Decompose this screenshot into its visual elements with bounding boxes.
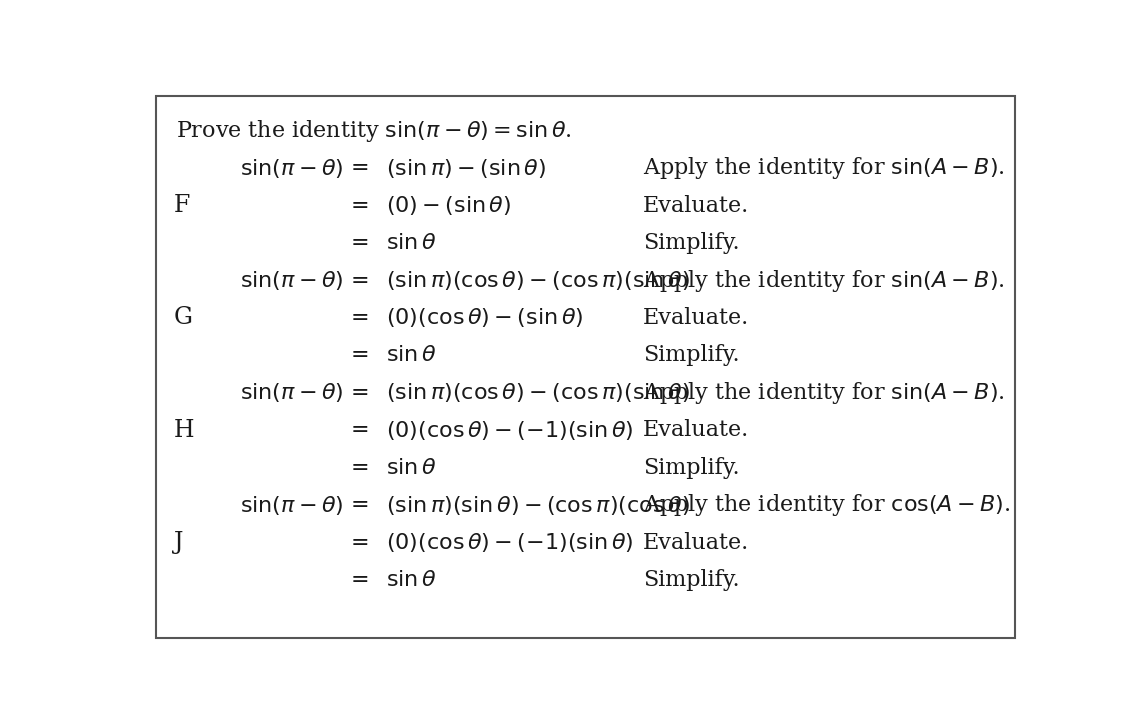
Text: $\sin \theta$: $\sin \theta$ [386,344,436,367]
Text: $\sin \theta$: $\sin \theta$ [386,457,436,479]
Text: $(\sin \pi)(\cos \theta) - (\cos \pi)(\sin \theta)$: $(\sin \pi)(\cos \theta) - (\cos \pi)(\s… [386,381,690,404]
Text: $(0)(\cos \theta) - (\sin \theta)$: $(0)(\cos \theta) - (\sin \theta)$ [386,306,584,330]
Text: Evaluate.: Evaluate. [643,420,749,441]
Text: J: J [174,531,183,554]
Text: Simplify.: Simplify. [643,457,739,479]
Text: H: H [174,419,194,442]
Text: =: = [351,420,369,441]
Text: $(0)(\cos \theta) - (-1)(\sin \theta)$: $(0)(\cos \theta) - (-1)(\sin \theta)$ [386,419,634,442]
Text: Evaluate.: Evaluate. [643,531,749,554]
Text: $\sin(\pi - \theta)$: $\sin(\pi - \theta)$ [240,269,344,292]
Text: $\sin(\pi - \theta)$: $\sin(\pi - \theta)$ [240,157,344,179]
Text: G: G [174,306,193,330]
Text: $\sin(\pi - \theta)$: $\sin(\pi - \theta)$ [240,381,344,404]
Text: Evaluate.: Evaluate. [643,307,749,329]
Text: $\sin \theta$: $\sin \theta$ [386,232,436,254]
Text: $\sin \theta$: $\sin \theta$ [386,569,436,591]
Text: =: = [351,457,369,479]
Text: F: F [174,194,190,217]
Text: Apply the identity for $\sin(A - B)$.: Apply the identity for $\sin(A - B)$. [643,268,1005,293]
Text: $(\sin \pi)(\sin \theta) - (\cos \pi)(\cos \theta)$: $(\sin \pi)(\sin \theta) - (\cos \pi)(\c… [386,494,690,517]
Text: =: = [351,344,369,367]
FancyBboxPatch shape [156,96,1014,637]
Text: =: = [351,232,369,254]
Text: $(\sin \pi)(\cos \theta) - (\cos \pi)(\sin \theta)$: $(\sin \pi)(\cos \theta) - (\cos \pi)(\s… [386,269,690,292]
Text: =: = [351,307,369,329]
Text: $(0) - (\sin \theta)$: $(0) - (\sin \theta)$ [386,194,512,217]
Text: =: = [351,269,369,292]
Text: $(0)(\cos \theta) - (-1)(\sin \theta)$: $(0)(\cos \theta) - (-1)(\sin \theta)$ [386,531,634,554]
Text: Apply the identity for $\sin(A - B)$.: Apply the identity for $\sin(A - B)$. [643,380,1005,406]
Text: Apply the identity for $\sin(A - B)$.: Apply the identity for $\sin(A - B)$. [643,155,1005,182]
Text: =: = [351,569,369,591]
Text: =: = [351,195,369,216]
Text: =: = [351,494,369,516]
Text: Simplify.: Simplify. [643,232,739,254]
Text: Simplify.: Simplify. [643,569,739,591]
Text: =: = [351,157,369,179]
Text: Simplify.: Simplify. [643,344,739,367]
Text: Apply the identity for $\cos(A - B)$.: Apply the identity for $\cos(A - B)$. [643,492,1011,518]
Text: =: = [351,382,369,404]
Text: Prove the identity $\sin(\pi - \theta) = \sin\theta$.: Prove the identity $\sin(\pi - \theta) =… [176,118,572,144]
Text: =: = [351,531,369,554]
Text: $(\sin \pi) - (\sin \theta)$: $(\sin \pi) - (\sin \theta)$ [386,157,546,179]
Text: $\sin(\pi - \theta)$: $\sin(\pi - \theta)$ [240,494,344,517]
Text: Evaluate.: Evaluate. [643,195,749,216]
